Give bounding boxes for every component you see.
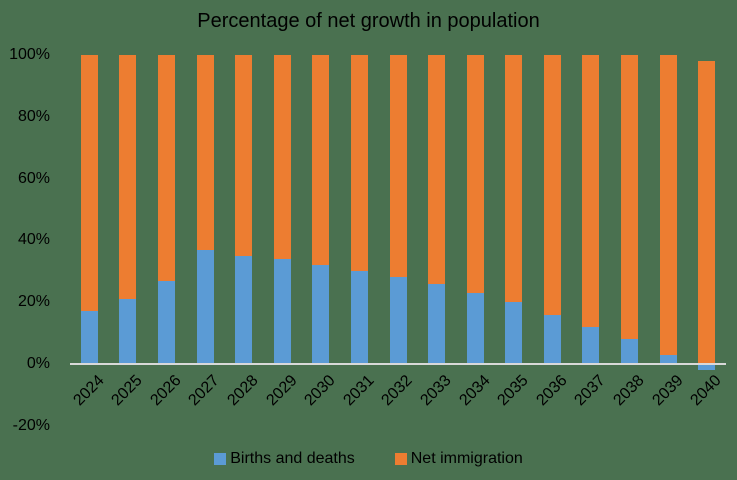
x-tick-label: 2033: [417, 372, 455, 410]
y-tick-label: 0%: [26, 355, 50, 372]
bar-births-2040: [698, 364, 716, 371]
x-tick-label: 2038: [610, 372, 648, 410]
x-tick-label: 2032: [378, 372, 417, 410]
bar-immigration-2034: [466, 55, 484, 293]
bar-births-2032: [389, 277, 407, 364]
bar-births-2031: [350, 271, 368, 364]
bar-births-2034: [466, 292, 484, 364]
bar-births-2030: [312, 265, 330, 364]
legend-swatch-immigration: [394, 453, 407, 465]
bar-births-2028: [235, 255, 253, 364]
bar-immigration-2028: [235, 55, 253, 256]
x-tick-label: 2026: [147, 372, 185, 410]
bar-births-2037: [582, 326, 600, 364]
bar-births-2026: [157, 280, 175, 364]
x-tick-label: 2036: [533, 372, 571, 410]
legend-item-births: Births and deaths: [214, 450, 355, 468]
y-tick-label: -20%: [12, 416, 50, 434]
y-tick-label: 60%: [17, 169, 50, 187]
x-tick-label: 2030: [301, 372, 339, 410]
y-tick-label: 80%: [17, 107, 50, 125]
bar-immigration-2031: [350, 55, 368, 272]
bar-births-2033: [428, 283, 446, 364]
bar-births-2025: [119, 299, 137, 364]
x-tick-label: 2028: [224, 372, 262, 410]
bar-immigration-2035: [505, 55, 523, 303]
x-tick-label: 2024: [70, 372, 108, 410]
y-tick-label: 100%: [9, 46, 50, 63]
y-tick-label: 40%: [17, 231, 50, 249]
bar-births-2024: [80, 311, 98, 364]
legend-label-births: Births and deaths: [230, 450, 355, 467]
bar-immigration-2040: [698, 61, 716, 364]
x-tick-label: 2027: [185, 372, 224, 410]
x-tick-label: 2039: [648, 372, 687, 410]
bar-immigration-2025: [119, 55, 137, 300]
bar-immigration-2033: [428, 55, 446, 284]
x-tick-label: 2029: [263, 372, 301, 410]
x-tick-label: 2037: [571, 372, 609, 410]
x-tick-label: 2034: [456, 372, 494, 410]
legend-item-immigration: Net immigration: [394, 450, 523, 468]
x-tick-label: 2035: [494, 372, 532, 410]
bar-immigration-2036: [543, 55, 561, 315]
y-tick-label: 20%: [17, 293, 50, 311]
bar-immigration-2029: [273, 55, 291, 259]
bar-immigration-2030: [312, 55, 330, 266]
bar-immigration-2027: [196, 55, 214, 250]
bar-immigration-2038: [621, 55, 639, 340]
bar-births-2027: [196, 249, 214, 364]
x-axis-line: [70, 363, 726, 365]
bar-births-2039: [659, 354, 677, 364]
legend: Births and deaths Net immigration: [0, 450, 737, 468]
bar-births-2035: [505, 302, 523, 364]
x-tick-label: 2040: [687, 372, 725, 410]
bar-immigration-2026: [157, 55, 175, 281]
bar-immigration-2039: [659, 55, 677, 355]
plot-area: [70, 55, 726, 371]
legend-swatch-births: [214, 453, 227, 465]
bar-immigration-2024: [80, 55, 98, 312]
x-tick-label: 2031: [340, 372, 378, 410]
chart-title: Percentage of net growth in population: [197, 10, 540, 32]
legend-label-immigration: Net immigration: [410, 450, 523, 467]
bar-births-2038: [621, 339, 639, 364]
bar-immigration-2037: [582, 55, 600, 327]
bar-births-2036: [543, 314, 561, 364]
x-tick-label: 2025: [108, 372, 146, 410]
bar-immigration-2032: [389, 55, 407, 278]
bar-births-2029: [273, 258, 291, 364]
